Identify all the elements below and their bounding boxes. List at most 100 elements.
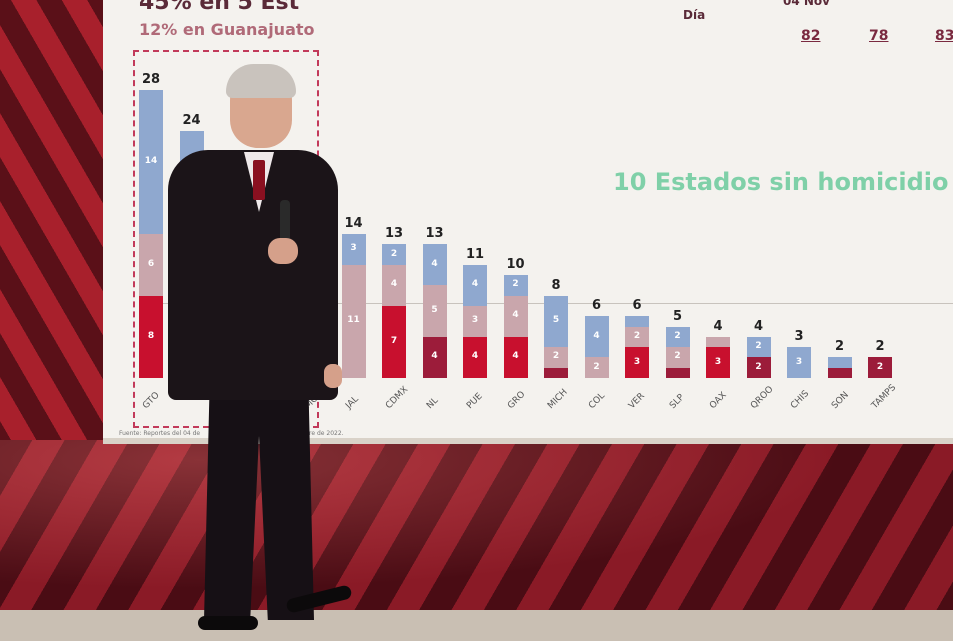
bar-segment	[706, 336, 730, 348]
bar-segment: 2	[665, 347, 690, 368]
bar-segment	[827, 357, 852, 368]
bar-segment: 2	[868, 357, 892, 378]
presenter-hand	[268, 238, 298, 264]
source-note: Fuente: Reportes del 04 de	[119, 430, 201, 437]
source-note-date: noviembre de 2022.	[283, 430, 344, 437]
category-label: VER	[627, 391, 647, 412]
bar-segment: 2	[382, 244, 406, 265]
bar-total-label: 8	[551, 277, 561, 293]
category-label: GRO	[505, 389, 527, 412]
bar-total-label: 13	[425, 226, 444, 242]
bar-total-label: 28	[141, 72, 161, 87]
segment-label: 5	[431, 305, 438, 316]
segment-label: 6	[147, 258, 155, 269]
segment-label: 8	[147, 330, 155, 341]
bar-segment: 4	[382, 264, 406, 306]
bar: 11 3	[341, 234, 366, 378]
bar: 3	[706, 336, 730, 378]
count-1: 82	[801, 28, 821, 44]
segment-label: 3	[795, 356, 803, 367]
bar: 8 6 14	[139, 90, 163, 378]
bar-total-label: 6	[591, 298, 602, 314]
presenter-tie	[253, 160, 265, 200]
bar	[827, 357, 852, 378]
bar-segment: 3	[706, 347, 730, 378]
segment-label: 2	[674, 351, 681, 362]
bar: 7 4 2	[382, 244, 406, 378]
category-label: QROO	[748, 384, 776, 412]
bar-total-label: 2	[875, 339, 885, 355]
bar: 4 3 4	[463, 264, 487, 378]
bar-segment: 3	[787, 347, 811, 378]
segment-label: 2	[674, 330, 681, 341]
segment-label: 7	[390, 335, 398, 346]
bar: 4 4 2	[503, 275, 528, 378]
bar-segment: 2	[746, 336, 771, 358]
segment-label: 3	[471, 315, 479, 326]
bar-segment: 5	[544, 295, 568, 348]
segment-label: 4	[593, 330, 600, 341]
segment-label: 2	[755, 341, 762, 352]
category-label: SON	[829, 390, 851, 412]
category-label: COL	[586, 390, 607, 412]
bar-total-label: 24	[182, 113, 201, 129]
bar-total-label: 5	[672, 308, 683, 324]
bar-segment: 7	[382, 305, 406, 378]
bar-segment	[827, 367, 852, 378]
category-label: CDMX	[384, 384, 411, 412]
microphone	[280, 200, 290, 242]
category-label: OAX	[708, 390, 729, 412]
segment-label: 4	[471, 279, 479, 290]
bar-segment: 2	[625, 326, 649, 348]
segment-label: 14	[144, 156, 158, 166]
bar: 3	[787, 347, 811, 378]
segment-label: 4	[431, 258, 438, 269]
bar-total-label: 4	[753, 318, 764, 334]
bar-segment	[625, 316, 649, 327]
bar-segment	[544, 367, 568, 378]
slide-subtitle: 12% en Guanajuato	[139, 20, 315, 39]
segment-label: 5	[552, 315, 560, 326]
bar-total-label: 13	[384, 226, 404, 242]
presenter-hand-left	[324, 364, 342, 388]
count-2: 78	[869, 28, 889, 44]
bar-segment	[665, 367, 690, 378]
slide-title: 45% en 5 Est	[139, 0, 300, 15]
segment-label: 4	[512, 310, 519, 321]
presenter-legs	[204, 390, 314, 620]
segment-label: 2	[512, 279, 519, 290]
count-3: 83	[935, 28, 953, 44]
segment-label: 4	[471, 351, 479, 362]
segment-label: 2	[593, 361, 600, 372]
bar-segment: 4	[463, 264, 487, 306]
category-label: NL	[424, 395, 440, 412]
bar-total-label: 3	[794, 329, 804, 345]
bar-total-label: 2	[834, 339, 845, 355]
bar-segment: 2	[665, 326, 690, 348]
segment-label: 2	[755, 361, 762, 372]
bar-total-label: 10	[506, 257, 525, 273]
bar-segment: 4	[463, 336, 487, 378]
bar: 2	[868, 357, 892, 378]
date-header: 04 Nov	[783, 0, 830, 8]
screen-edge	[103, 438, 953, 444]
segment-label: 11	[347, 315, 360, 326]
bar-segment: 4	[503, 336, 528, 378]
segment-label: 2	[552, 351, 560, 362]
bar-total-label: 14	[344, 216, 363, 231]
bar-segment: 3	[625, 347, 649, 378]
category-label: MICH	[546, 387, 570, 412]
bar-total-label: 6	[632, 298, 642, 314]
floor	[0, 610, 953, 641]
bar-segment: 2	[584, 357, 609, 378]
bar-segment: 4	[422, 244, 447, 286]
segment-label: 3	[633, 356, 641, 367]
category-label: SLP	[667, 392, 686, 412]
bar-segment: 2	[503, 275, 528, 296]
